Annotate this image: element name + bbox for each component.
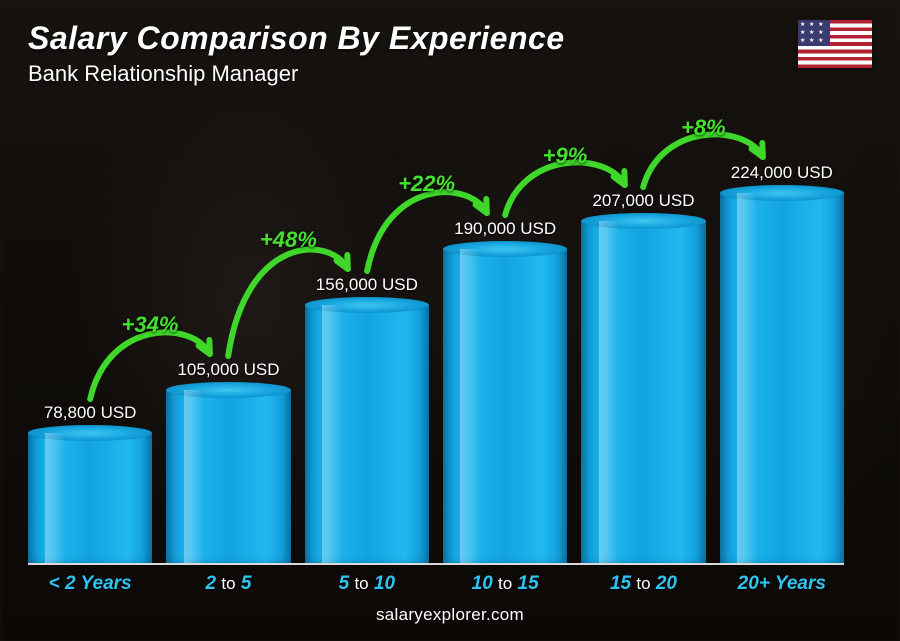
chart-title: Salary Comparison By Experience (28, 20, 565, 57)
bar-category-label: 15 to 20 (610, 573, 677, 595)
bar-category-label: 2 to 5 (206, 573, 252, 595)
bar-wrap: 224,000 USD20+ Years (720, 163, 844, 563)
header: Salary Comparison By Experience Bank Rel… (28, 20, 872, 87)
bar-wrap: 190,000 USD10 to 15 (443, 219, 567, 563)
bar (28, 433, 152, 563)
chart-subtitle: Bank Relationship Manager (28, 61, 565, 87)
bar-value-label: 156,000 USD (316, 275, 418, 295)
bar (443, 249, 567, 563)
chart-area: Average Yearly Salary 78,800 USD< 2 Year… (28, 107, 872, 565)
bar-value-label: 190,000 USD (454, 219, 556, 239)
bar-value-label: 224,000 USD (731, 163, 833, 183)
bar-category-label: 5 to 10 (339, 573, 395, 595)
bar-category-label: < 2 Years (49, 573, 132, 595)
bar-value-label: 207,000 USD (592, 191, 694, 211)
bar-wrap: 207,000 USD15 to 20 (581, 191, 705, 563)
bar-wrap: 105,000 USD2 to 5 (166, 360, 290, 563)
bar-wrap: 156,000 USD5 to 10 (305, 275, 429, 563)
bar-value-label: 105,000 USD (177, 360, 279, 380)
infographic-container: Salary Comparison By Experience Bank Rel… (0, 0, 900, 641)
bar (305, 305, 429, 563)
bar-group: 78,800 USD< 2 Years105,000 USD2 to 5156,… (28, 107, 844, 565)
title-block: Salary Comparison By Experience Bank Rel… (28, 20, 565, 87)
bar-wrap: 78,800 USD< 2 Years (28, 403, 152, 563)
bar (581, 221, 705, 563)
bar-value-label: 78,800 USD (44, 403, 137, 423)
bar-category-label: 20+ Years (738, 573, 826, 595)
bar (720, 193, 844, 563)
us-flag-icon (798, 20, 872, 68)
bar (166, 390, 290, 563)
bar-category-label: 10 to 15 (472, 573, 539, 595)
